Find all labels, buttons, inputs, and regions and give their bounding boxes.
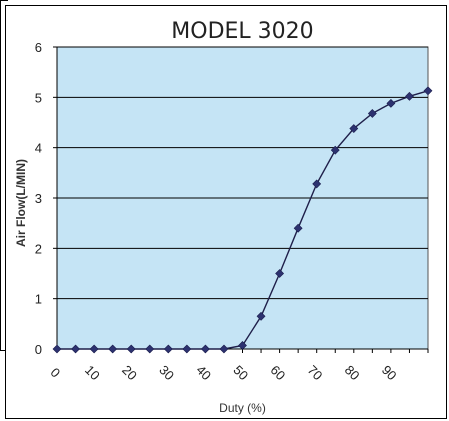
data-point <box>349 124 359 133</box>
data-point <box>275 269 285 278</box>
data-point <box>163 344 173 354</box>
y-tick-label: 6 <box>35 40 42 55</box>
frame-line-bottom <box>0 350 8 351</box>
data-point <box>182 344 192 354</box>
data-point <box>200 344 210 354</box>
frame-line-left <box>0 0 1 351</box>
data-point <box>312 179 322 189</box>
data-point <box>145 344 155 354</box>
data-point <box>219 344 229 354</box>
data-point <box>108 344 118 354</box>
y-axis-title: Air Flow(L/MIN) <box>14 159 28 247</box>
x-axis-title: Duty (%) <box>219 401 266 415</box>
y-tick-label: 4 <box>35 141 42 156</box>
y-tick-label: 3 <box>35 191 42 206</box>
frame-line-top <box>0 0 8 1</box>
chart-title: MODEL 3020 <box>171 19 313 44</box>
y-tick-label: 1 <box>35 292 42 307</box>
data-point <box>386 98 396 108</box>
data-point <box>89 344 99 354</box>
data-point <box>256 311 266 321</box>
data-point <box>293 223 303 233</box>
y-tick-label: 5 <box>35 90 42 105</box>
data-point <box>405 91 414 101</box>
y-tick-label: 0 <box>35 342 42 357</box>
data-point <box>52 344 62 354</box>
data-point <box>367 109 377 118</box>
y-tick-label: 2 <box>35 241 42 256</box>
data-point <box>126 344 136 354</box>
data-point <box>330 145 340 155</box>
data-point <box>71 344 80 354</box>
data-point <box>423 86 433 96</box>
data-point <box>238 341 247 350</box>
